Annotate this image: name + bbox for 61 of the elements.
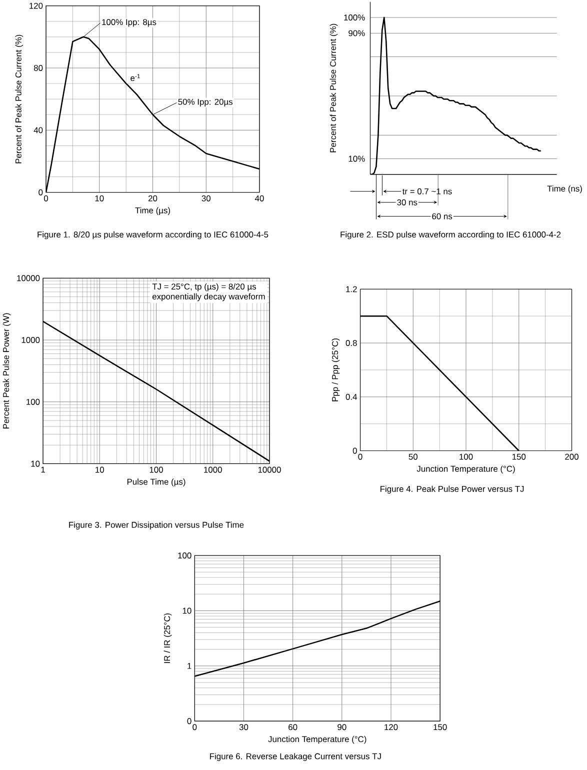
- x-axis-title: Time (µs): [135, 207, 170, 216]
- x-tick-label: 100: [150, 466, 164, 473]
- y-axis-title: Percent of Peak Pulse Current (%): [15, 34, 24, 164]
- x-tick-label: 90: [338, 724, 346, 730]
- y-axis-title: Ppp / Ppp (25°C): [332, 338, 340, 402]
- y-tick-label: 80: [34, 65, 43, 71]
- y-tick-label: 10000: [17, 275, 40, 282]
- x-tick-label: 60: [288, 724, 298, 730]
- x-axis-title: Junction Temperature (°C): [416, 466, 515, 474]
- text: Figure 3. Power Dissipation versus Pulse Time: [69, 522, 244, 530]
- x-tick-label: 100: [460, 454, 473, 460]
- x-tick-label: 120: [384, 724, 398, 730]
- y-axis-title: Percent Peak Pulse Power (W): [2, 313, 11, 428]
- x-axis-title: Pulse Time (µs): [128, 478, 186, 486]
- x-tick-label: 50: [408, 454, 418, 460]
- y-tick-label: 0: [353, 448, 358, 454]
- x-tick-label: 0: [192, 724, 197, 730]
- annotation: exponentially decay waveform: [152, 293, 265, 302]
- text: tr = 0.7 ~1 ns: [402, 188, 452, 194]
- y-tick-label: 10: [31, 460, 40, 467]
- x-tick-label: 1000: [204, 466, 222, 473]
- text: Figure 1. 8/20 µs pulse waveform according to IEC 61000-4-5: [38, 231, 268, 240]
- x-axis-title: Time (ns): [547, 185, 582, 194]
- y-tick-label: 90%: [348, 30, 365, 36]
- y-tick-label: 100: [178, 552, 192, 558]
- x-tick-label: 150: [512, 454, 526, 460]
- y-tick-label: 1: [188, 663, 192, 669]
- x-axis-title: Junction Temperature (°C): [268, 736, 366, 744]
- y-tick-label: 0.8: [346, 340, 358, 346]
- x-tick-label: 30: [240, 724, 248, 730]
- x-tick-label: 10: [95, 195, 104, 202]
- y-tick-label: 100%: [344, 14, 365, 20]
- x-tick-label: 10: [96, 466, 104, 473]
- text: Figure 2. ESD pulse waveform according to IEC 61000-4-2: [340, 231, 561, 240]
- y-tick-label: 0: [38, 189, 43, 196]
- x-tick-label: 10000: [258, 466, 282, 473]
- annotation: e$^{-1}$: [130, 74, 140, 82]
- y-tick-label: 120: [30, 2, 43, 9]
- y-tick-label: 10: [183, 608, 192, 614]
- y-tick-label: 10%: [348, 156, 365, 162]
- y-tick-label: 0: [187, 718, 192, 724]
- y-tick-label: 100: [26, 398, 40, 405]
- text: 30 ns: [397, 199, 418, 206]
- y-tick-label: 40: [34, 127, 43, 134]
- text: Figure 6. Reverse Leakage Current versus TJ: [210, 753, 381, 761]
- annotation: TJ = 25°C, tp (µs) = 8/20 µs: [152, 283, 256, 292]
- y-axis-title: IR / IR (25°C): [164, 613, 172, 663]
- text: Figure 4. Peak Pulse Power versus TJ: [380, 486, 524, 494]
- text: 60 ns: [432, 213, 452, 220]
- x-tick-label: 30: [202, 195, 211, 202]
- annotation: 50% Ipp: 20µs: [178, 98, 233, 106]
- x-tick-label: 200: [565, 454, 579, 460]
- y-tick-label: 1.2: [346, 286, 357, 292]
- x-tick-label: 150: [434, 724, 447, 730]
- y-axis-title: Percent of Peak Pulse Current (%): [330, 24, 338, 152]
- x-tick-label: 40: [255, 195, 264, 202]
- y-tick-label: 0.4: [346, 394, 358, 400]
- annotation: 100% Ipp: 8µs: [102, 19, 156, 27]
- y-tick-label: 1000: [22, 337, 40, 343]
- x-tick-label: 20: [148, 195, 158, 202]
- x-tick-label: 0: [44, 195, 48, 202]
